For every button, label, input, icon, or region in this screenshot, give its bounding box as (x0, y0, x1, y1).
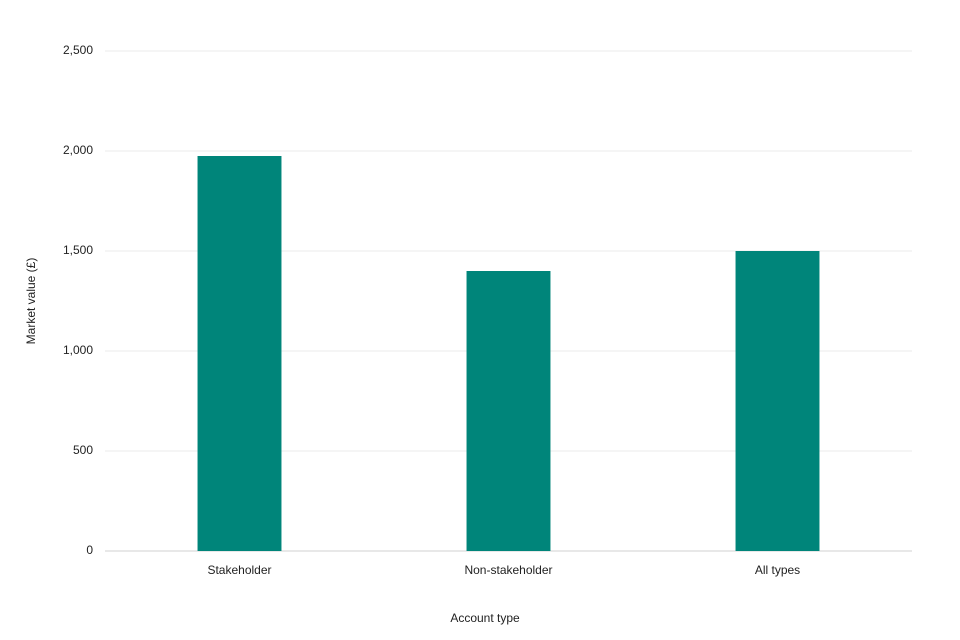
y-tick-label: 1,000 (63, 343, 93, 357)
y-tick-label: 2,500 (63, 43, 93, 57)
x-tick-label: All types (755, 563, 800, 577)
x-axis-label: Account type (450, 611, 520, 625)
x-tick-label: Stakeholder (207, 563, 271, 577)
y-tick-label: 1,500 (63, 243, 93, 257)
x-tick-label: Non-stakeholder (464, 563, 552, 577)
bar (466, 271, 551, 551)
bar (735, 251, 820, 551)
y-tick-label: 2,000 (63, 143, 93, 157)
y-tick-label: 500 (73, 443, 93, 457)
bar (197, 156, 282, 551)
y-axis-label: Market value (£) (24, 258, 38, 345)
y-tick-label: 0 (86, 543, 93, 557)
